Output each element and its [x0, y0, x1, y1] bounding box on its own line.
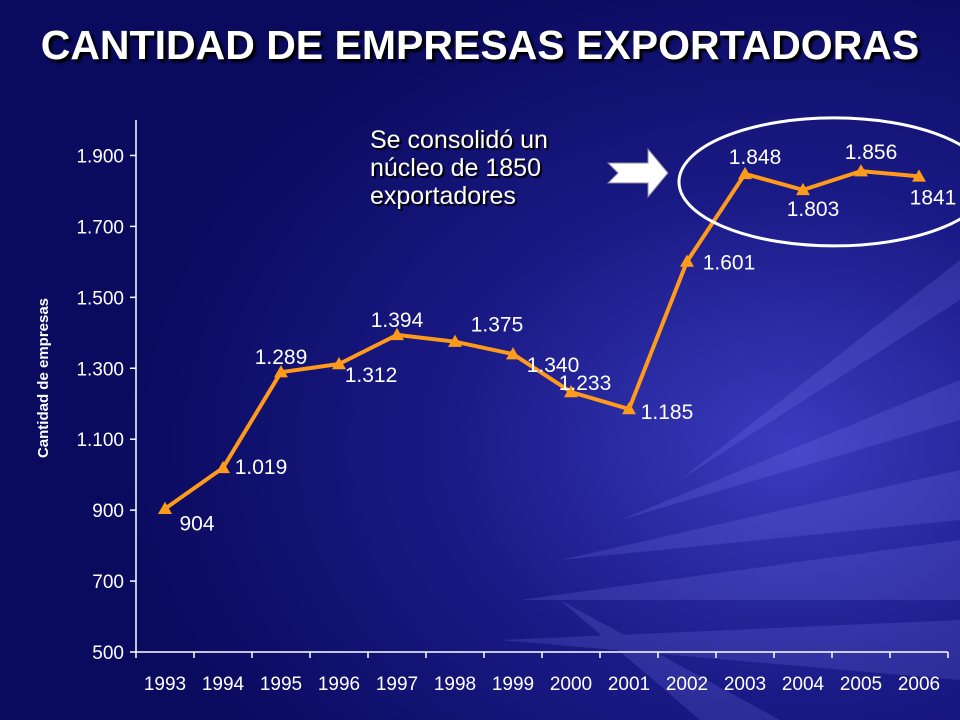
x-tick-label: 2005 [840, 674, 882, 695]
data-point-marker [564, 385, 578, 398]
y-tick-label: 1.900 [76, 146, 124, 167]
x-tick-label: 1993 [144, 674, 186, 695]
data-label: 1.394 [371, 309, 424, 332]
x-tick-label: 2004 [782, 674, 825, 695]
y-axis-label: Cantidad de empresas [35, 298, 52, 458]
data-label: 1.312 [345, 364, 398, 387]
y-tick-label: 900 [92, 501, 124, 522]
x-tick-label: 1996 [318, 674, 360, 695]
highlight-ellipse [677, 116, 960, 248]
data-point-marker [680, 254, 694, 267]
data-label: 1.019 [235, 456, 288, 479]
y-tick-label: 1.700 [76, 217, 124, 238]
x-tick-label: 1994 [202, 674, 245, 695]
data-label: 904 [179, 513, 214, 536]
data-point-marker [332, 357, 346, 370]
data-point-marker [854, 164, 868, 177]
y-tick-label: 1.500 [76, 288, 124, 309]
x-tick-label: 2001 [608, 674, 650, 695]
data-label: 1.185 [641, 401, 694, 424]
data-label: 1841 [910, 186, 957, 209]
series-line [163, 169, 920, 511]
data-point-marker [622, 402, 636, 415]
data-point-marker [390, 327, 404, 341]
data-label: 1.803 [787, 198, 840, 221]
data-point-marker [796, 182, 810, 196]
x-tick-label: 1997 [376, 674, 418, 695]
data-point-marker [738, 166, 752, 180]
data-label: 1.289 [255, 346, 308, 369]
y-tick-label: 700 [92, 572, 124, 593]
data-point-marker [158, 501, 172, 514]
x-tick-label: 1998 [434, 674, 476, 695]
data-point-marker [274, 365, 288, 378]
data-label: 1.856 [845, 141, 898, 164]
y-tick-label: 1.300 [76, 359, 124, 380]
chart-title: CANTIDAD DE EMPRESAS EXPORTADORAS [40, 22, 920, 68]
data-point-marker [912, 169, 926, 182]
data-point-marker [216, 460, 230, 474]
data-label: 1.340 [527, 354, 580, 377]
y-tick-label: 500 [92, 643, 124, 664]
x-tick-label: 2006 [898, 674, 940, 695]
x-tick-label: 1995 [260, 674, 302, 695]
x-tick-label: 2003 [724, 674, 766, 695]
data-label: 1.375 [471, 314, 524, 337]
data-point-marker [506, 347, 520, 360]
x-tick-label: 2000 [550, 674, 592, 695]
arrow-icon [606, 147, 669, 199]
x-tick-label: 1999 [492, 674, 534, 695]
data-label: 1.233 [559, 372, 612, 395]
data-label: 1.848 [729, 146, 782, 169]
x-tick-label: 2002 [666, 674, 708, 695]
y-tick-label: 1.100 [76, 430, 124, 451]
data-point-marker [448, 334, 462, 347]
annotation-text: Se consolidó un núcleo de 1850 exportado… [370, 126, 548, 210]
data-label: 1.601 [703, 252, 756, 275]
